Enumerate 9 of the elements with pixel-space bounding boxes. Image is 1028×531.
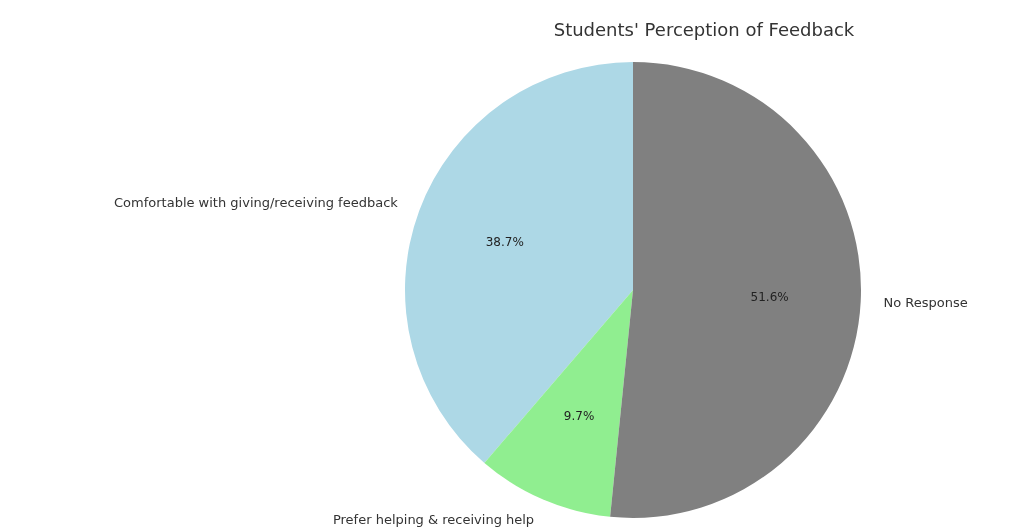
slice-label: No Response <box>883 294 968 310</box>
slice-label: Prefer helping & receiving help <box>332 512 535 528</box>
data-label: 51.6% <box>750 289 789 304</box>
slice-label: Comfortable with giving/receiving feedback <box>113 194 399 210</box>
data-label: 38.7% <box>485 235 524 250</box>
data-label: 9.7% <box>563 408 595 423</box>
pie-slice <box>610 62 861 518</box>
pie-slice <box>405 62 633 463</box>
chart-title: Students' Perception of Feedback <box>553 19 855 40</box>
